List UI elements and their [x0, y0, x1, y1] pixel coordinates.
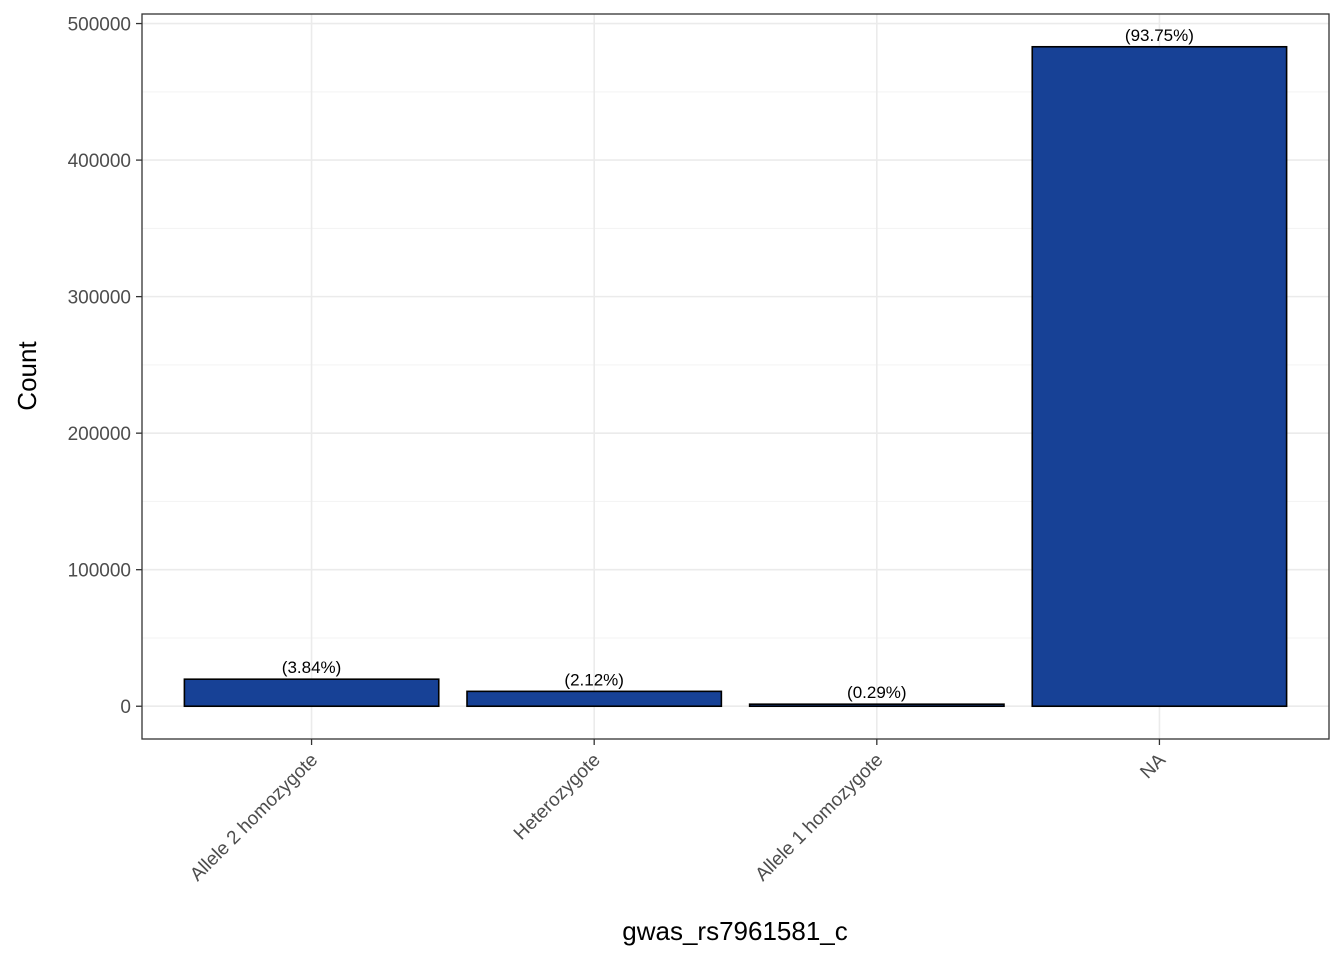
y-axis-title: Count — [12, 341, 42, 411]
data-label: (2.12%) — [564, 670, 624, 689]
panel-border — [141, 13, 1330, 740]
y-tick-label: 0 — [120, 697, 131, 718]
data-label: (3.84%) — [282, 658, 342, 677]
data-labels-layer: (3.84%) (2.12%) (0.29%) (93.75%) — [282, 26, 1194, 702]
bar-heterozygote — [466, 690, 723, 708]
x-tick-label: Allele 1 homozygote — [752, 750, 888, 886]
x-tick-label: Allele 2 homozygote — [186, 750, 322, 886]
y-tick-label: 200000 — [68, 424, 131, 445]
bar-allele-1-homozygote — [748, 703, 1005, 708]
y-tick-label: 100000 — [68, 561, 131, 582]
x-tick-label: NA — [1136, 749, 1170, 783]
axis-layer: 0 100000 200000 300000 400000 500000 Allele 2 … — [68, 15, 1171, 886]
bar-allele-2-homozygote — [183, 678, 440, 708]
data-label: (0.29%) — [847, 683, 907, 702]
y-tick-label: 300000 — [68, 288, 131, 309]
x-tick-label: Heterozygote — [510, 750, 605, 845]
bar-na — [1031, 45, 1288, 708]
data-label: (93.75%) — [1125, 26, 1194, 45]
y-tick-label: 500000 — [68, 15, 131, 36]
bars-layer — [183, 45, 1288, 708]
x-axis-title: gwas_rs7961581_c — [622, 916, 848, 946]
y-tick-label: 400000 — [68, 151, 131, 172]
